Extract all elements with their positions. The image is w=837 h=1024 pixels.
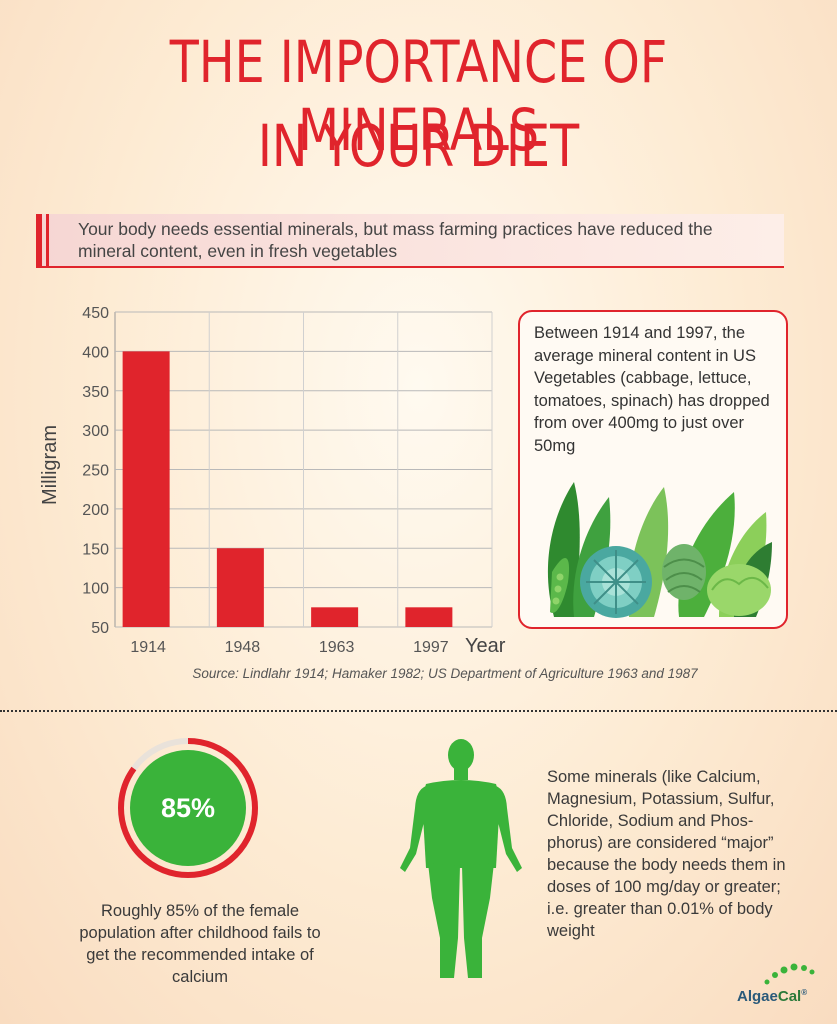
ring-inner-disc bbox=[130, 750, 246, 866]
chart-x-tick-label: 1997 bbox=[413, 639, 449, 656]
human-figure-icon bbox=[400, 739, 522, 978]
stat-value: 85% bbox=[161, 793, 215, 823]
chart-bar-1997 bbox=[405, 607, 453, 627]
chart-y-tick-label: 300 bbox=[82, 423, 109, 440]
calcium-stat-caption: Roughly 85% of the female population aft… bbox=[79, 902, 321, 986]
calcium-stat-ring: 85% bbox=[115, 735, 261, 881]
info-box: Between 1914 and 1997, the average miner… bbox=[518, 310, 788, 629]
chart-y-tick-label: 350 bbox=[82, 384, 109, 401]
chart-y-tick-label: 100 bbox=[82, 581, 109, 598]
chart-bars bbox=[122, 351, 453, 627]
chart-y-tick-label: 450 bbox=[82, 305, 109, 322]
intro-banner: Your body needs essential minerals, but … bbox=[36, 214, 784, 268]
chart-source-note: Source: Lindlahr 1914; Hamaker 1982; US … bbox=[192, 666, 698, 681]
section-divider bbox=[0, 710, 837, 712]
major-minerals-text: Some minerals (like Calcium, Magnesium, … bbox=[547, 768, 786, 940]
intro-accent-stripe bbox=[36, 214, 42, 266]
chart-grid bbox=[114, 311, 493, 628]
chart-bar-1963 bbox=[311, 607, 359, 627]
chart-y-tick-label: 250 bbox=[82, 463, 109, 480]
chart-y-tick-label: 200 bbox=[82, 502, 109, 519]
chart-x-tick-labels: 1914 1948 1963 1997 bbox=[130, 639, 448, 656]
algaecal-logo: AlgaeCal® bbox=[737, 962, 827, 1012]
intro-accent-stripe-thin bbox=[46, 214, 49, 266]
percent-ring-graphic: 85% bbox=[118, 738, 258, 878]
chart-y-tick-label: 150 bbox=[82, 541, 109, 558]
chart-x-tick-label: 1948 bbox=[225, 639, 261, 656]
chart-y-axis-label: Milligram bbox=[39, 425, 61, 505]
page-title-line-2: IN YOUR DIET bbox=[257, 112, 580, 180]
chart-bar-1948 bbox=[216, 548, 264, 627]
logo-dots-icon bbox=[764, 963, 815, 985]
chart-bar-1914 bbox=[122, 351, 170, 627]
info-box-text: Between 1914 and 1997, the average miner… bbox=[534, 324, 770, 455]
vegetables-illustration bbox=[547, 482, 772, 618]
logo-part-2: Cal bbox=[777, 988, 802, 1005]
intro-text: Your body needs essential minerals, but … bbox=[78, 219, 713, 261]
chart-y-tick-label: 400 bbox=[82, 344, 109, 361]
chart-x-axis-label: Year bbox=[465, 635, 506, 657]
logo-wordmark: AlgaeCal® bbox=[737, 988, 807, 1005]
logo-part-1: Algae bbox=[737, 988, 778, 1005]
page-title-line-1: THE IMPORTANCE OF MINERALS bbox=[169, 28, 668, 164]
chart-y-tick-labels: 50 100 150 200 250 300 350 400 450 bbox=[82, 305, 109, 637]
chart-x-tick-label: 1914 bbox=[130, 639, 166, 656]
chart-x-tick-label: 1963 bbox=[319, 639, 355, 656]
ring-progress-arc bbox=[118, 738, 258, 878]
chart-y-tick-label: 50 bbox=[91, 620, 109, 637]
logo-registered-mark: ® bbox=[801, 988, 808, 997]
